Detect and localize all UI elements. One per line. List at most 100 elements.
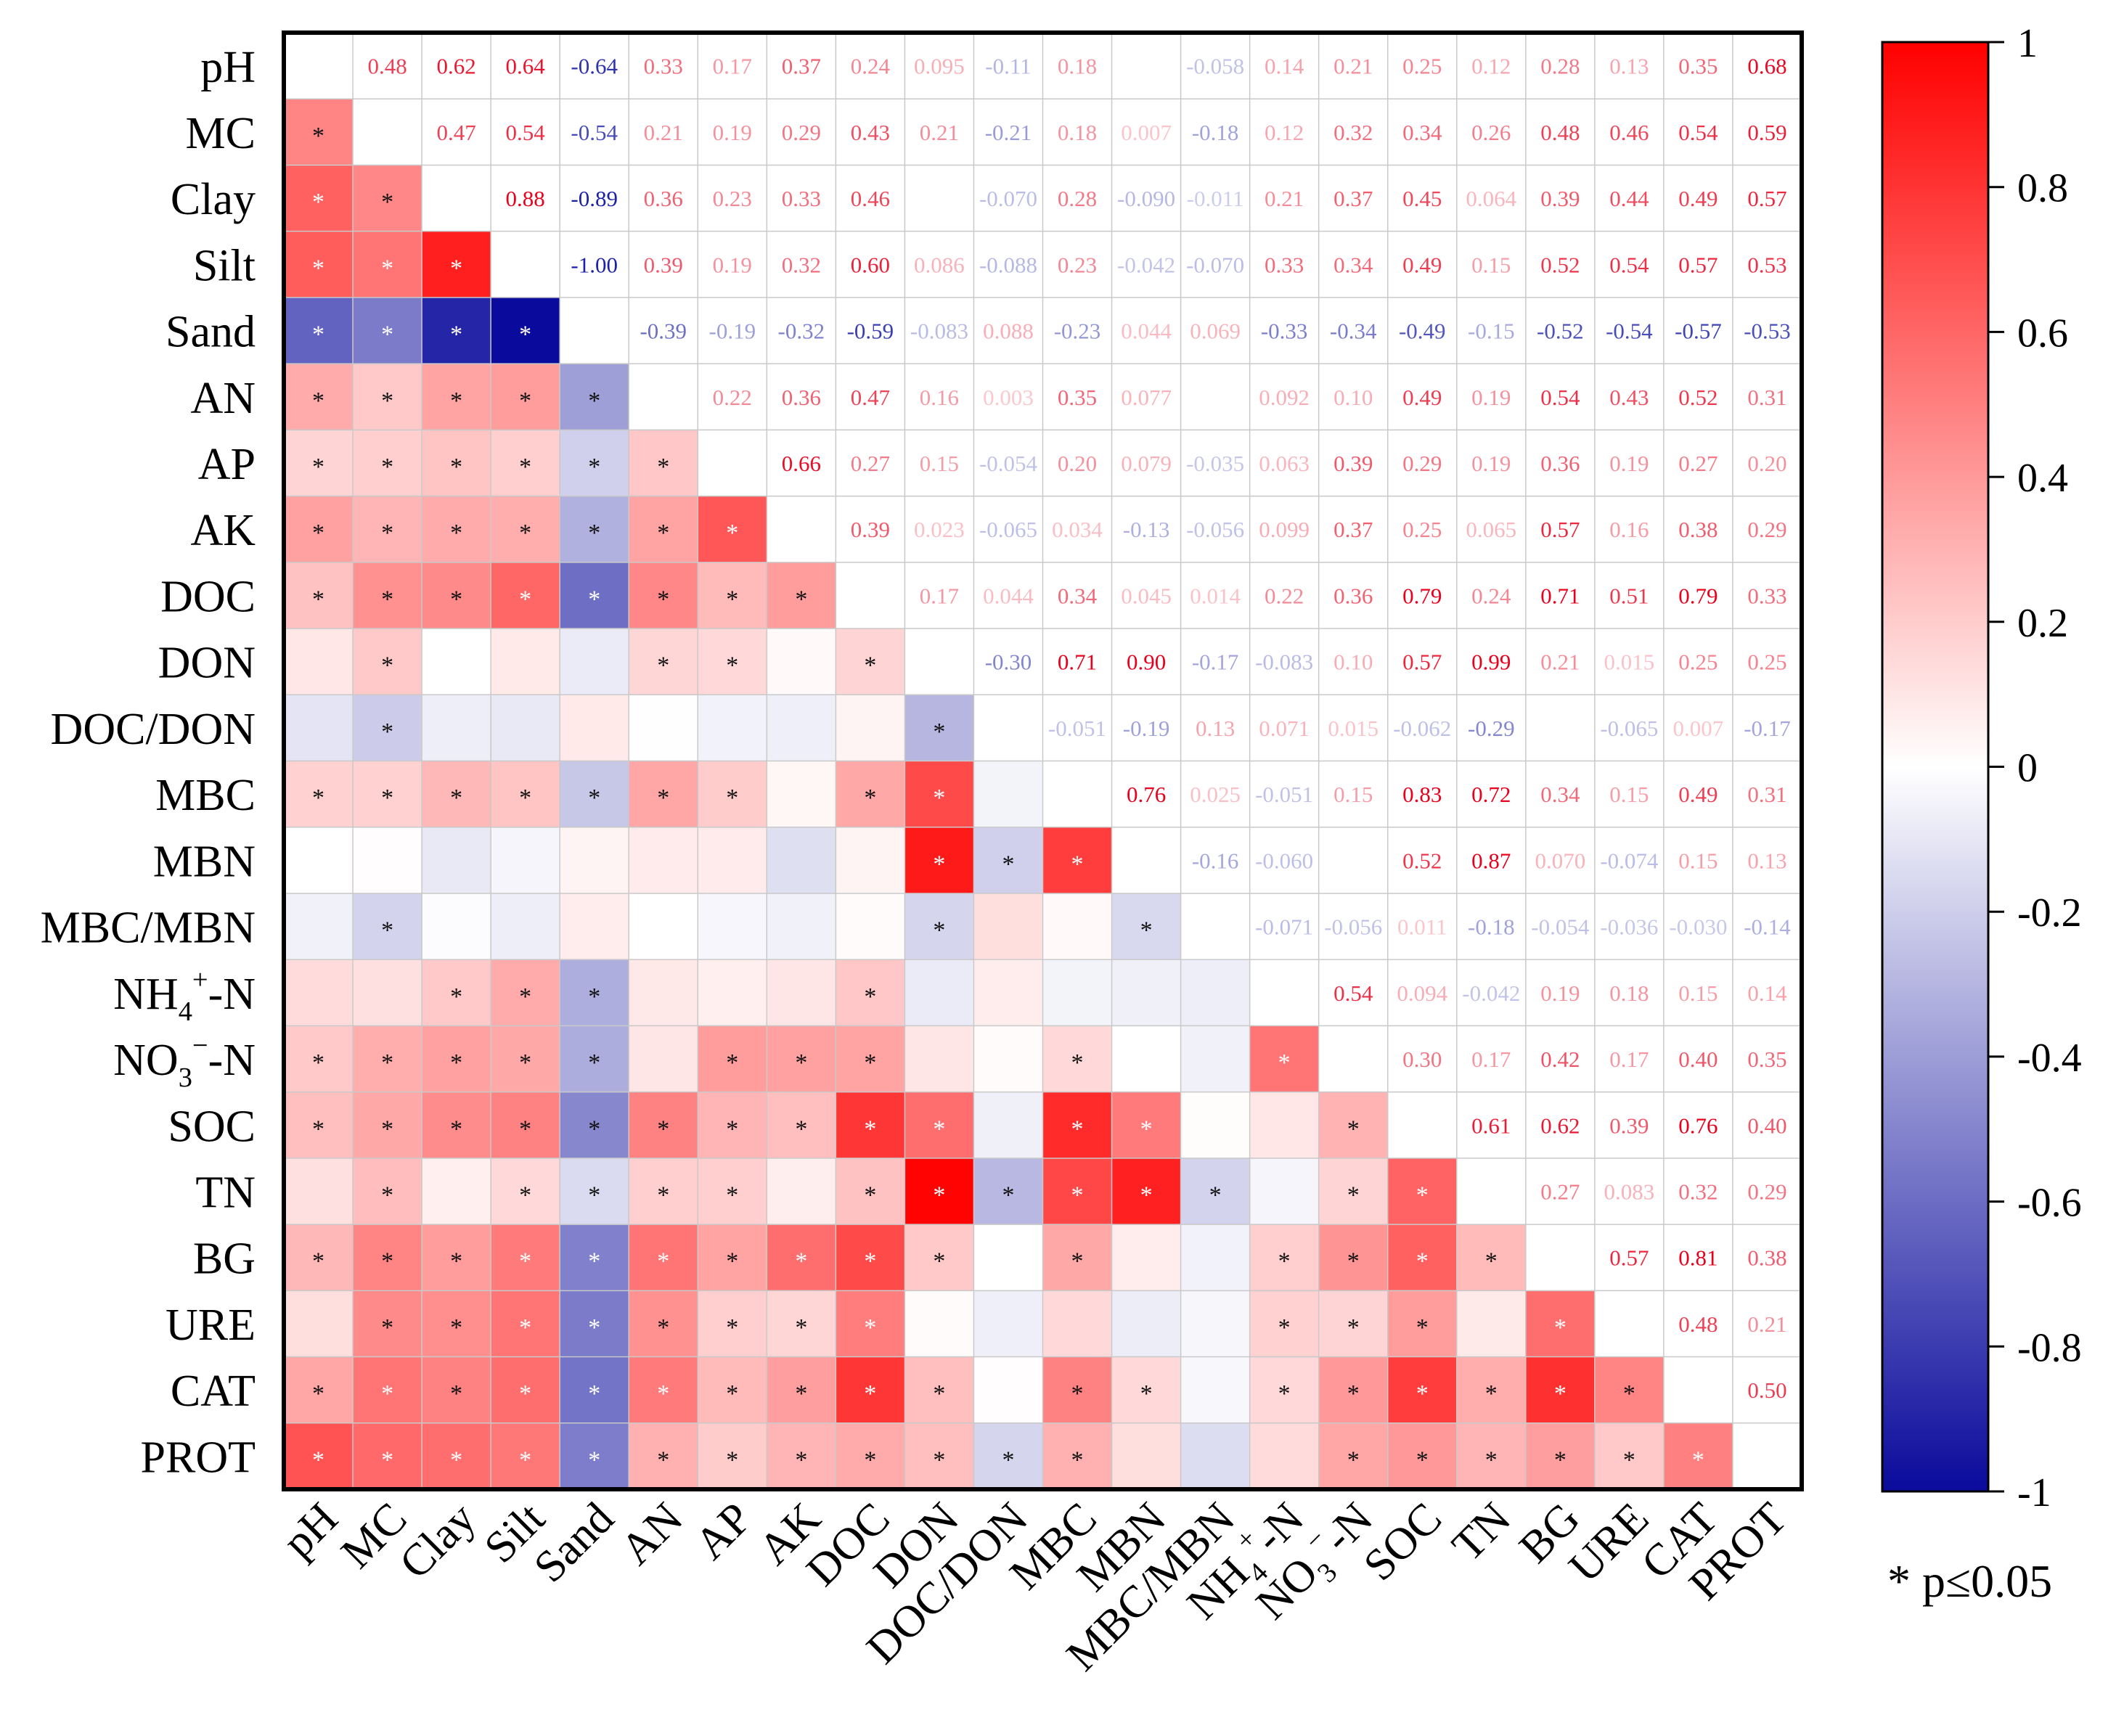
significance-star: *	[726, 652, 738, 679]
cell-ure-ap	[698, 1290, 767, 1357]
cell-ak-sand	[560, 496, 629, 562]
value-mc-don: 0.21	[920, 120, 959, 145]
cell-tn-ph	[284, 1158, 354, 1225]
cell-ure-doc	[836, 1290, 905, 1357]
cell-silt-ph	[284, 231, 354, 298]
value-doc-cat: 0.79	[1678, 583, 1717, 608]
cell-prot-bg	[1525, 1422, 1595, 1489]
significance-star: *	[933, 785, 945, 811]
significance-star: *	[381, 785, 393, 811]
cell-nh4-n-don	[904, 959, 974, 1026]
cell-prot-mbc	[1042, 1422, 1112, 1489]
row-label-sand: Sand	[166, 308, 256, 357]
value-sand-no3-n: -0.34	[1330, 319, 1377, 344]
cell-sand-mc	[353, 297, 422, 364]
cell-an-sand	[560, 364, 629, 430]
cell-sand-clay	[422, 297, 491, 364]
significance-star: *	[588, 1115, 600, 1142]
row-label-cat: CAT	[171, 1367, 256, 1416]
cell-no3-n-nh4-n	[1249, 1025, 1319, 1092]
significance-star: *	[381, 189, 393, 216]
significance-star: *	[312, 785, 324, 811]
significance-star: *	[381, 1380, 393, 1407]
significance-star: *	[588, 454, 600, 480]
significance-star: *	[1278, 1314, 1291, 1341]
significance-star: *	[312, 1049, 324, 1076]
value-silt-sand: -1.00	[571, 252, 618, 277]
value-mc-bg: 0.48	[1540, 120, 1580, 145]
value-mbc-mbn-prot: -0.14	[1744, 914, 1791, 940]
value-no3-n-soc: 0.30	[1402, 1047, 1442, 1072]
cell-doc-don-doc	[836, 695, 905, 761]
cell-nh4-n-silt	[491, 959, 560, 1026]
cell-ak-ap	[698, 496, 767, 562]
cell-no3-n-mc	[353, 1025, 422, 1092]
value-clay-mbc: 0.28	[1058, 186, 1097, 211]
significance-star: *	[657, 586, 669, 613]
significance-star: *	[588, 1380, 600, 1407]
value-ure-prot: 0.21	[1747, 1311, 1786, 1337]
significance-star: *	[795, 1248, 807, 1275]
cell-ure-clay	[422, 1290, 491, 1357]
value-silt-mbn: -0.042	[1117, 252, 1175, 277]
cell-ure-don	[904, 1290, 974, 1357]
cell-ak-mc	[353, 496, 422, 562]
row-label-no3-n: NO3−-N	[113, 1031, 256, 1093]
cell-soc-ap	[698, 1092, 767, 1158]
cell-tn-mbn	[1111, 1158, 1181, 1225]
value-ak-bg: 0.57	[1540, 517, 1580, 542]
significance-star: *	[726, 586, 738, 613]
value-don-mbn: 0.90	[1127, 650, 1166, 675]
cell-cat-ure	[1594, 1356, 1664, 1423]
cell-an-mc	[353, 364, 422, 430]
value-an-doc-don: 0.003	[983, 385, 1034, 410]
value-ap-don: 0.15	[920, 451, 959, 476]
cell-mbc-mc	[353, 761, 422, 827]
value-clay-an: 0.36	[644, 186, 683, 211]
cell-prot-an	[629, 1422, 698, 1489]
cell-nh4-n-ap	[698, 959, 767, 1026]
cell-bg-mbc-mbn	[1180, 1224, 1250, 1291]
value-silt-mbc: 0.23	[1058, 252, 1097, 277]
cell-prot-sand	[560, 1422, 629, 1489]
colorbar-tick-label: -0.8	[2017, 1325, 2082, 1370]
cell-ure-sand	[560, 1290, 629, 1357]
significance-star: *	[1071, 1049, 1084, 1076]
heatmap-frame	[282, 30, 1804, 1491]
value-doc-soc: 0.79	[1402, 583, 1442, 608]
cell-bg-nh4-n	[1249, 1224, 1319, 1291]
significance-star: *	[381, 652, 393, 679]
value-nh4-n-prot: 0.14	[1747, 980, 1787, 1006]
value-ph-an: 0.33	[644, 54, 683, 79]
value-silt-ap: 0.19	[713, 252, 752, 277]
cell-bg-tn	[1456, 1224, 1526, 1291]
value-ak-mbc: 0.034	[1052, 517, 1103, 542]
colorbar-ticks: 1 0.8 0.6 0.4 0.2 0 -0.2 -0.4 -0.6 -0.8 -1	[1988, 21, 2082, 1515]
value-no3-n-ure: 0.17	[1609, 1047, 1649, 1072]
significance-star: *	[519, 1314, 531, 1341]
cell-soc-doc	[836, 1092, 905, 1158]
value-silt-mbc-mbn: -0.070	[1186, 252, 1244, 277]
cell-ure-no3-n	[1318, 1290, 1388, 1357]
value-silt-tn: 0.15	[1471, 252, 1511, 277]
significance-star: *	[657, 454, 669, 480]
significance-star: *	[381, 454, 393, 480]
cell-bg-mbn	[1111, 1224, 1181, 1291]
column-label-an: AN	[611, 1494, 692, 1574]
cell-no3-n-don	[904, 1025, 974, 1092]
cell-prot-doc-don	[973, 1422, 1043, 1489]
value-clay-prot: 0.57	[1747, 186, 1786, 211]
value-ap-ure: 0.19	[1609, 451, 1649, 476]
value-ap-tn: 0.19	[1471, 451, 1511, 476]
value-ph-mc: 0.48	[367, 54, 407, 79]
cell-mbc-clay	[422, 761, 491, 827]
value-mbc-bg: 0.34	[1540, 782, 1580, 807]
value-sand-mbn: 0.044	[1121, 319, 1172, 344]
value-don-tn: 0.99	[1471, 650, 1511, 675]
row-label-don: DON	[158, 639, 256, 688]
significance-star: *	[1071, 1182, 1084, 1208]
significance-star: *	[312, 1115, 324, 1142]
value-ph-bg: 0.28	[1540, 54, 1580, 79]
significance-star: *	[519, 1446, 531, 1473]
